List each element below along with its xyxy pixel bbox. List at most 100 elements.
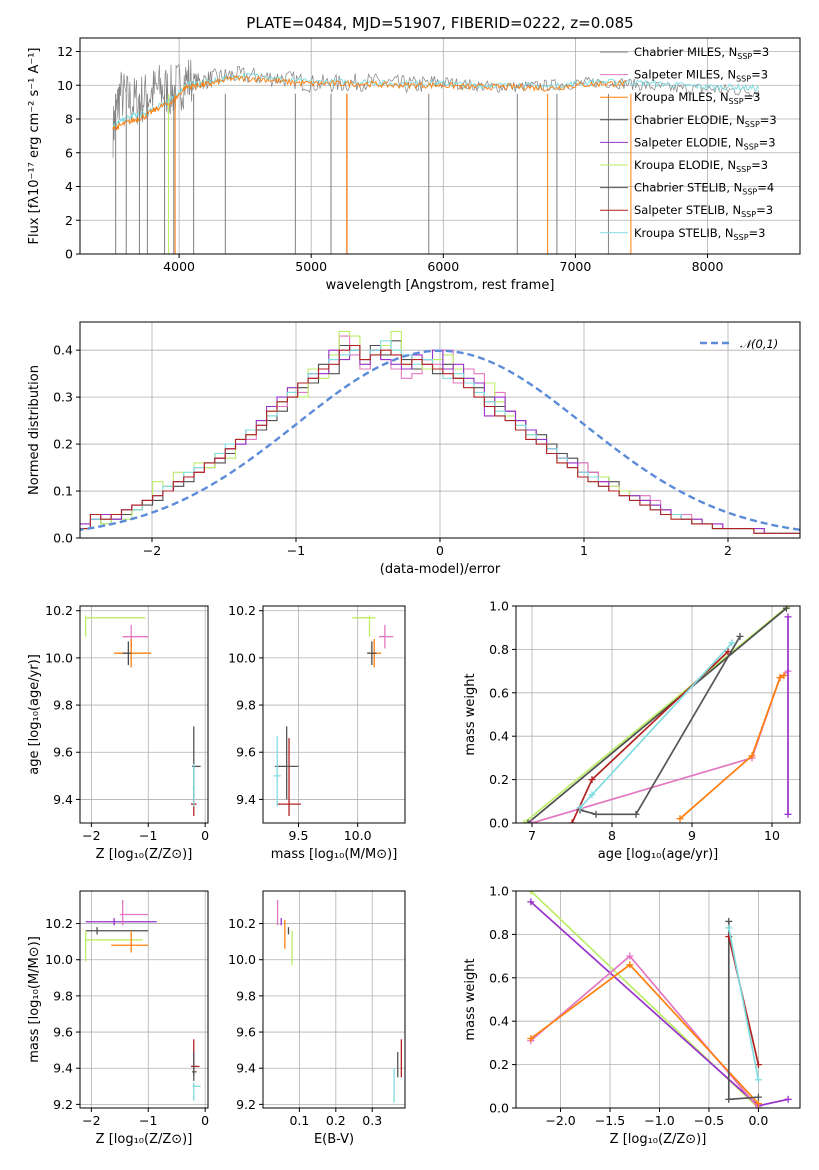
y-tick-label: 0.2	[53, 437, 73, 452]
legend-subscript: SSP	[736, 75, 751, 84]
y-tick-label: 10.0	[228, 650, 256, 665]
legend-suffix: =3	[756, 203, 773, 217]
legend-subscript: SSP	[741, 210, 756, 219]
y-tick-label: 9.4	[236, 792, 256, 807]
y-tick-label: 9.2	[236, 1097, 256, 1112]
x-tick-label: 9.5	[289, 828, 309, 843]
legend-subscript: SSP	[737, 52, 752, 61]
x-tick-label: 10.0	[344, 828, 372, 843]
chart-marks	[84, 900, 201, 1101]
x-tick-label: −2	[82, 1113, 100, 1128]
legend-label: Kroupa ELODIE, NSSP=3	[634, 158, 768, 174]
y-tick-label: 10.2	[228, 916, 256, 931]
x-tick-label: −0.5	[694, 1113, 724, 1128]
x-axis-label: E(B-V)	[314, 1132, 354, 1147]
y-tick-label: 9.8	[53, 988, 73, 1003]
x-tick-label: −2.0	[545, 1113, 575, 1128]
y-tick-label: 10	[57, 78, 73, 93]
legend-subscript: SSP	[745, 120, 760, 129]
y-tick-label: 10.2	[228, 603, 256, 618]
y-tick-label: 1.0	[489, 599, 509, 614]
x-tick-label: 9	[688, 828, 696, 843]
y-tick-label: 0.2	[489, 772, 509, 787]
chart-mass-vs-Z: −2 −1 0 9.2 9.4 9.6 9.8 10.0 10.2 Z [log₁₀(Z/Z⊙)]…	[27, 890, 209, 1147]
axes-frame	[262, 890, 406, 1109]
y-tick-label: 9.6	[53, 1025, 73, 1040]
x-tick-label: 7000	[560, 259, 592, 274]
y-tick-label: 2	[65, 213, 73, 228]
legend: Chabrier MILES, NSSP=3 Salpeter MILES, NS…	[600, 45, 777, 242]
legend-suffix: =3	[752, 45, 769, 59]
plot-area: Chabrier MILES, NSSP=3 Salpeter MILES, NS…	[27, 37, 801, 1147]
weight-line	[523, 606, 789, 823]
y-tick-label: 10.0	[45, 650, 73, 665]
legend-subscript: SSP	[744, 142, 759, 151]
chart-marks	[85, 615, 201, 816]
chart-residuals: 𝒩(0,1) −2 −1 0 1 2 0.0 0.1 0.2 0.3 0.4 (data-model)…	[27, 321, 801, 577]
x-tick-label: 8	[608, 828, 616, 843]
y-axis-label: Flux [fλ10⁻¹⁷ erg cm⁻² s⁻¹ A⁻¹]	[27, 48, 42, 245]
chart-weight-vs-Z: −2.0 −1.5 −1.0 −0.5 0.0 0.0 0.2 0.4 0.6 0.8 1.0 Z […	[463, 884, 801, 1147]
x-tick-label: 0.3	[362, 1113, 382, 1128]
legend-suffix: =3	[749, 226, 766, 240]
x-tick-label: 2	[724, 543, 732, 558]
x-tick-label: 5000	[295, 259, 327, 274]
y-tick-label: 9.6	[236, 1025, 256, 1040]
spectrum-line	[112, 75, 627, 131]
x-axis-label: Z [log₁₀(Z/Z⊙)]	[610, 1132, 707, 1147]
axes-frame	[79, 37, 801, 255]
legend-suffix: =3	[759, 135, 776, 149]
y-tick-label: 9.6	[53, 745, 73, 760]
x-tick-label: 7	[528, 828, 536, 843]
x-tick-label: 6000	[427, 259, 459, 274]
x-tick-label: −1	[139, 828, 157, 843]
y-tick-label: 0.4	[489, 729, 509, 744]
y-tick-label: 9.6	[236, 745, 256, 760]
legend-subscript: SSP	[729, 97, 744, 106]
y-axis-label: mass weight	[463, 958, 478, 1040]
legend-label: Chabrier ELODIE, NSSP=3	[634, 113, 777, 129]
legend-subscript: SSP	[736, 165, 751, 174]
y-tick-label: 8	[65, 112, 73, 127]
x-tick-label: 0	[436, 543, 444, 558]
weight-line	[727, 927, 760, 1080]
x-tick-label: −2	[143, 543, 161, 558]
y-tick-label: 0.4	[489, 1014, 509, 1029]
weight-line	[579, 635, 741, 816]
x-tick-label: 1	[580, 543, 588, 558]
y-tick-label: 0.3	[53, 390, 73, 405]
figure-title: PLATE=0484, MJD=51907, FIBERID=0222, z=0…	[246, 14, 633, 32]
y-tick-label: 9.8	[236, 698, 256, 713]
y-axis-label: mass [log₁₀(M/M⊙)]	[27, 936, 42, 1063]
histogram-series	[80, 344, 800, 534]
axes-frame	[79, 605, 209, 824]
y-tick-label: 1.0	[489, 884, 509, 899]
legend-suffix: =3	[760, 113, 777, 127]
y-tick-label: 0.8	[489, 927, 509, 942]
y-tick-label: 10.2	[45, 916, 73, 931]
legend-suffix: =3	[751, 68, 768, 82]
legend-label: Chabrier MILES, NSSP=3	[634, 45, 769, 61]
x-tick-label: 0.1	[289, 1113, 309, 1128]
legend-label: Salpeter ELODIE, NSSP=3	[634, 135, 776, 151]
chart-weight-vs-age: 7 8 9 10 0.0 0.2 0.4 0.6 0.8 1.0 age [log₁₀(age/yr…	[463, 599, 801, 862]
x-tick-label: −1	[287, 543, 305, 558]
y-tick-label: 0.1	[53, 484, 73, 499]
weight-line	[679, 674, 785, 820]
axes-frame	[515, 890, 801, 1109]
x-axis-label: age [log₁₀(age/yr)]	[598, 847, 719, 862]
y-tick-label: 9.4	[53, 1061, 73, 1076]
chart-marks	[80, 330, 800, 534]
x-tick-label: 8000	[692, 259, 724, 274]
y-axis-label: Normed distribution	[27, 365, 42, 495]
y-tick-label: 9.2	[53, 1097, 73, 1112]
x-tick-label: −1	[139, 1113, 157, 1128]
spectrum-line	[112, 59, 760, 158]
x-axis-label: Z [log₁₀(Z/Z⊙)]	[96, 847, 193, 862]
legend-label: Kroupa STELIB, NSSP=3	[634, 226, 765, 242]
y-tick-label: 0	[65, 247, 73, 262]
y-tick-label: 4	[65, 179, 73, 194]
x-tick-label: 0	[201, 828, 209, 843]
